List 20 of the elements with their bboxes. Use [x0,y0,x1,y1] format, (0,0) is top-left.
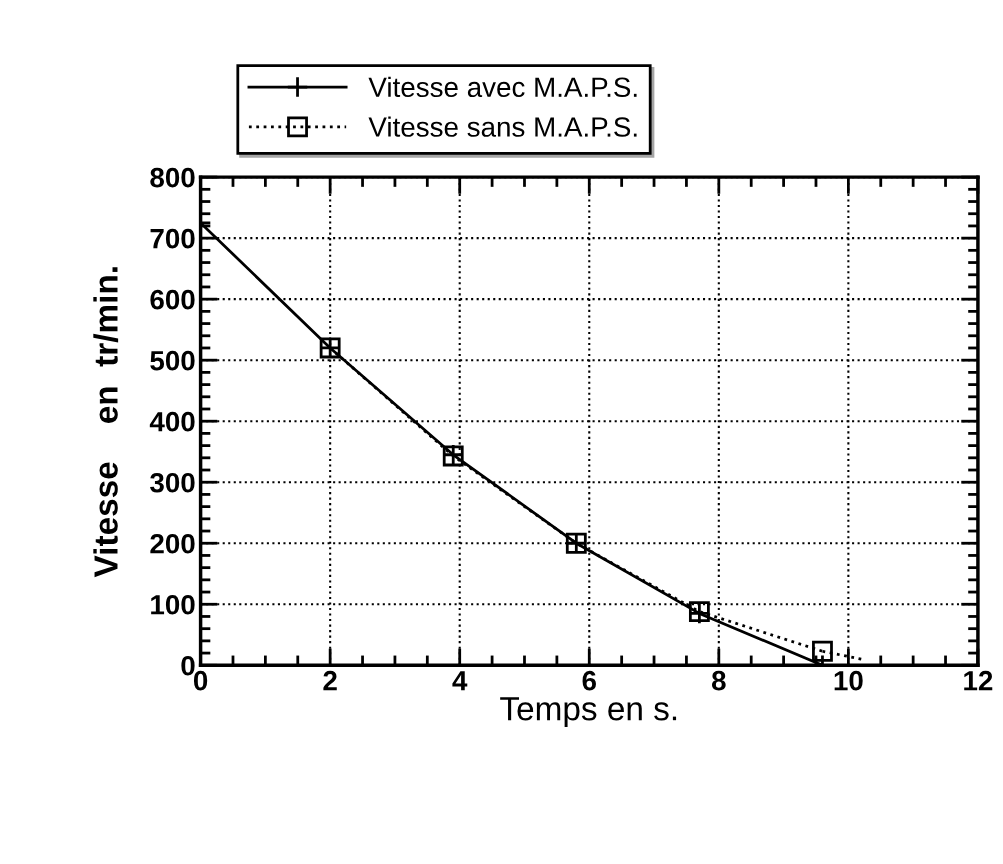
y-tick-label: 100 [151,594,195,615]
x-tick-label: 2 [323,670,337,691]
y-tick-label: 800 [150,167,195,188]
y-axis-title: Vitesse en tr/min. [93,267,119,578]
x-axis-title: Temps en s. [500,697,677,728]
y-tick-label: 500 [150,350,195,371]
legend-label: Vitesse avec M.A.P.S. [368,76,637,98]
x-tick-label: 10 [834,670,863,691]
x-tick-label: 8 [711,670,726,691]
x-tick-label: 4 [452,671,468,691]
y-tick-label: 0 [181,655,195,676]
y-tick-label: 700 [150,228,195,249]
y-tick-label: 400 [149,411,195,432]
legend-label: Vitesse sans M.A.P.S. [368,116,637,137]
x-tick-label: 12 [964,670,993,691]
y-tick-label: 600 [150,289,195,310]
y-tick-label: 200 [150,533,195,554]
y-tick-label: 300 [150,472,195,493]
x-tick-label: 0 [193,670,208,691]
x-tick-label: 6 [582,670,596,691]
